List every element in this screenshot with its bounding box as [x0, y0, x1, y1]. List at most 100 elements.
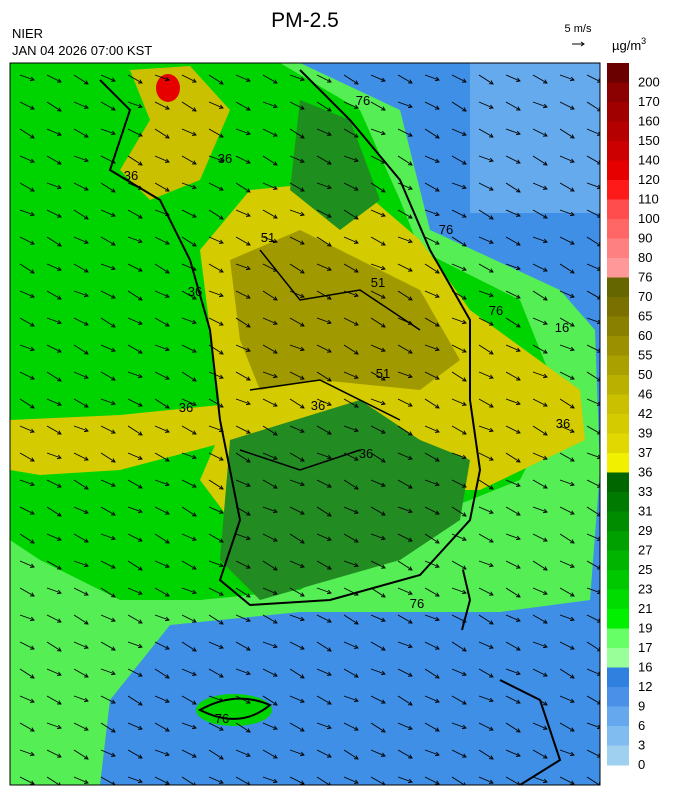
wind-arrow	[316, 74, 332, 83]
wind-arrow	[46, 344, 62, 353]
colorbar-bin	[607, 316, 629, 337]
wind-arrow	[208, 425, 224, 432]
wind-arrow	[154, 587, 170, 597]
wind-arrowhead	[380, 511, 386, 516]
wind-arrowhead	[542, 402, 548, 407]
wind-arrowhead	[164, 375, 170, 380]
wind-arrowhead	[137, 619, 143, 624]
wind-arrow	[181, 479, 197, 488]
colorbar-label: 27	[638, 543, 652, 558]
wind-arrowhead	[434, 240, 440, 245]
wind-arrowhead	[515, 130, 521, 136]
wind-arrow	[154, 128, 170, 139]
wind-arrow	[127, 533, 143, 542]
wind-arrow	[316, 236, 332, 247]
wind-arrowhead	[461, 295, 467, 300]
wind-arrowhead	[542, 431, 548, 436]
wind-arrow	[46, 74, 62, 83]
wind-arrow	[154, 344, 170, 351]
wind-arrow	[424, 209, 440, 216]
wind-arrow	[343, 668, 359, 678]
wind-arrow	[397, 290, 413, 301]
wind-arrowhead	[407, 778, 413, 784]
wind-arrowhead	[299, 457, 305, 462]
wind-arrowhead	[272, 267, 278, 272]
wind-arrow	[46, 587, 62, 594]
wind-arrowhead	[569, 727, 575, 732]
wind-arrowhead	[245, 241, 251, 246]
wind-arrow	[586, 479, 600, 488]
wind-arrowhead	[299, 76, 305, 82]
wind-arrowhead	[488, 644, 494, 649]
wind-arrowhead	[83, 104, 89, 109]
wind-arrow	[559, 398, 575, 409]
wind-arrowhead	[110, 564, 116, 569]
wind-arrowhead	[569, 592, 575, 597]
colorbar-bin	[607, 414, 629, 434]
wind-arrow	[208, 209, 224, 220]
wind-arrowhead	[434, 457, 440, 462]
wind-arrowhead	[83, 538, 89, 543]
wind-arrowhead	[596, 724, 600, 730]
wind-arrowhead	[326, 319, 332, 325]
wind-arrowhead	[542, 778, 548, 784]
colorbar-bin	[607, 141, 629, 161]
wind-arrowhead	[245, 347, 251, 352]
wind-arrow	[532, 398, 548, 407]
wind-arrowhead	[191, 589, 197, 595]
wind-arrow	[505, 182, 521, 193]
wind-arrow	[559, 209, 575, 216]
wind-arrowhead	[380, 241, 386, 246]
wind-arrowhead	[380, 482, 386, 487]
wind-arrowhead	[407, 161, 413, 166]
wind-arrow	[127, 776, 143, 783]
wind-arrowhead	[326, 213, 332, 218]
wind-arrow	[505, 641, 521, 651]
wind-arrowhead	[29, 134, 35, 139]
wind-arrow	[289, 776, 305, 785]
wind-arrow	[154, 236, 170, 245]
wind-arrow	[289, 560, 305, 568]
wind-arrowhead	[218, 591, 224, 596]
wind-arrowhead	[83, 350, 89, 355]
wind-arrow	[451, 479, 467, 488]
wind-arrowhead	[110, 728, 116, 733]
wind-arrowhead	[380, 646, 386, 651]
wind-arrowhead	[596, 618, 600, 623]
wind-arrowhead	[353, 374, 359, 379]
wind-arrowhead	[245, 106, 251, 111]
wind-arrow	[370, 722, 386, 733]
wind-arrow	[208, 722, 224, 731]
wind-arrowhead	[380, 699, 386, 704]
wind-arrow	[478, 290, 494, 297]
wind-arrowhead	[515, 699, 521, 704]
wind-arrowhead	[191, 401, 197, 406]
wind-arrow	[424, 344, 440, 351]
wind-arrowhead	[164, 240, 170, 245]
wind-arrowhead	[488, 673, 494, 678]
wind-arrow	[289, 182, 305, 192]
wind-arrowhead	[272, 132, 278, 137]
wind-arrowhead	[191, 512, 197, 517]
wind-arrow	[505, 560, 521, 569]
wind-arrow	[19, 776, 35, 785]
wind-arrow	[451, 749, 467, 758]
wind-arrowhead	[272, 349, 278, 354]
wind-arrow	[73, 533, 89, 543]
wind-arrow	[343, 236, 359, 244]
wind-arrow	[316, 749, 332, 758]
colorbar-label: 110	[638, 192, 659, 207]
wind-arrowhead	[299, 428, 305, 433]
wind-arrowhead	[326, 512, 332, 517]
wind-arrowhead	[110, 212, 116, 217]
wind-arrow	[505, 290, 521, 299]
wind-arrow	[451, 452, 467, 459]
wind-arrowhead	[569, 510, 575, 515]
wind-arrow	[73, 128, 89, 138]
wind-arrowhead	[569, 780, 575, 785]
wind-arrow	[235, 722, 251, 733]
wind-arrowhead	[56, 536, 62, 541]
wind-arrowhead	[299, 322, 305, 327]
wind-arrowhead	[83, 697, 89, 703]
wind-arrow	[505, 101, 521, 111]
